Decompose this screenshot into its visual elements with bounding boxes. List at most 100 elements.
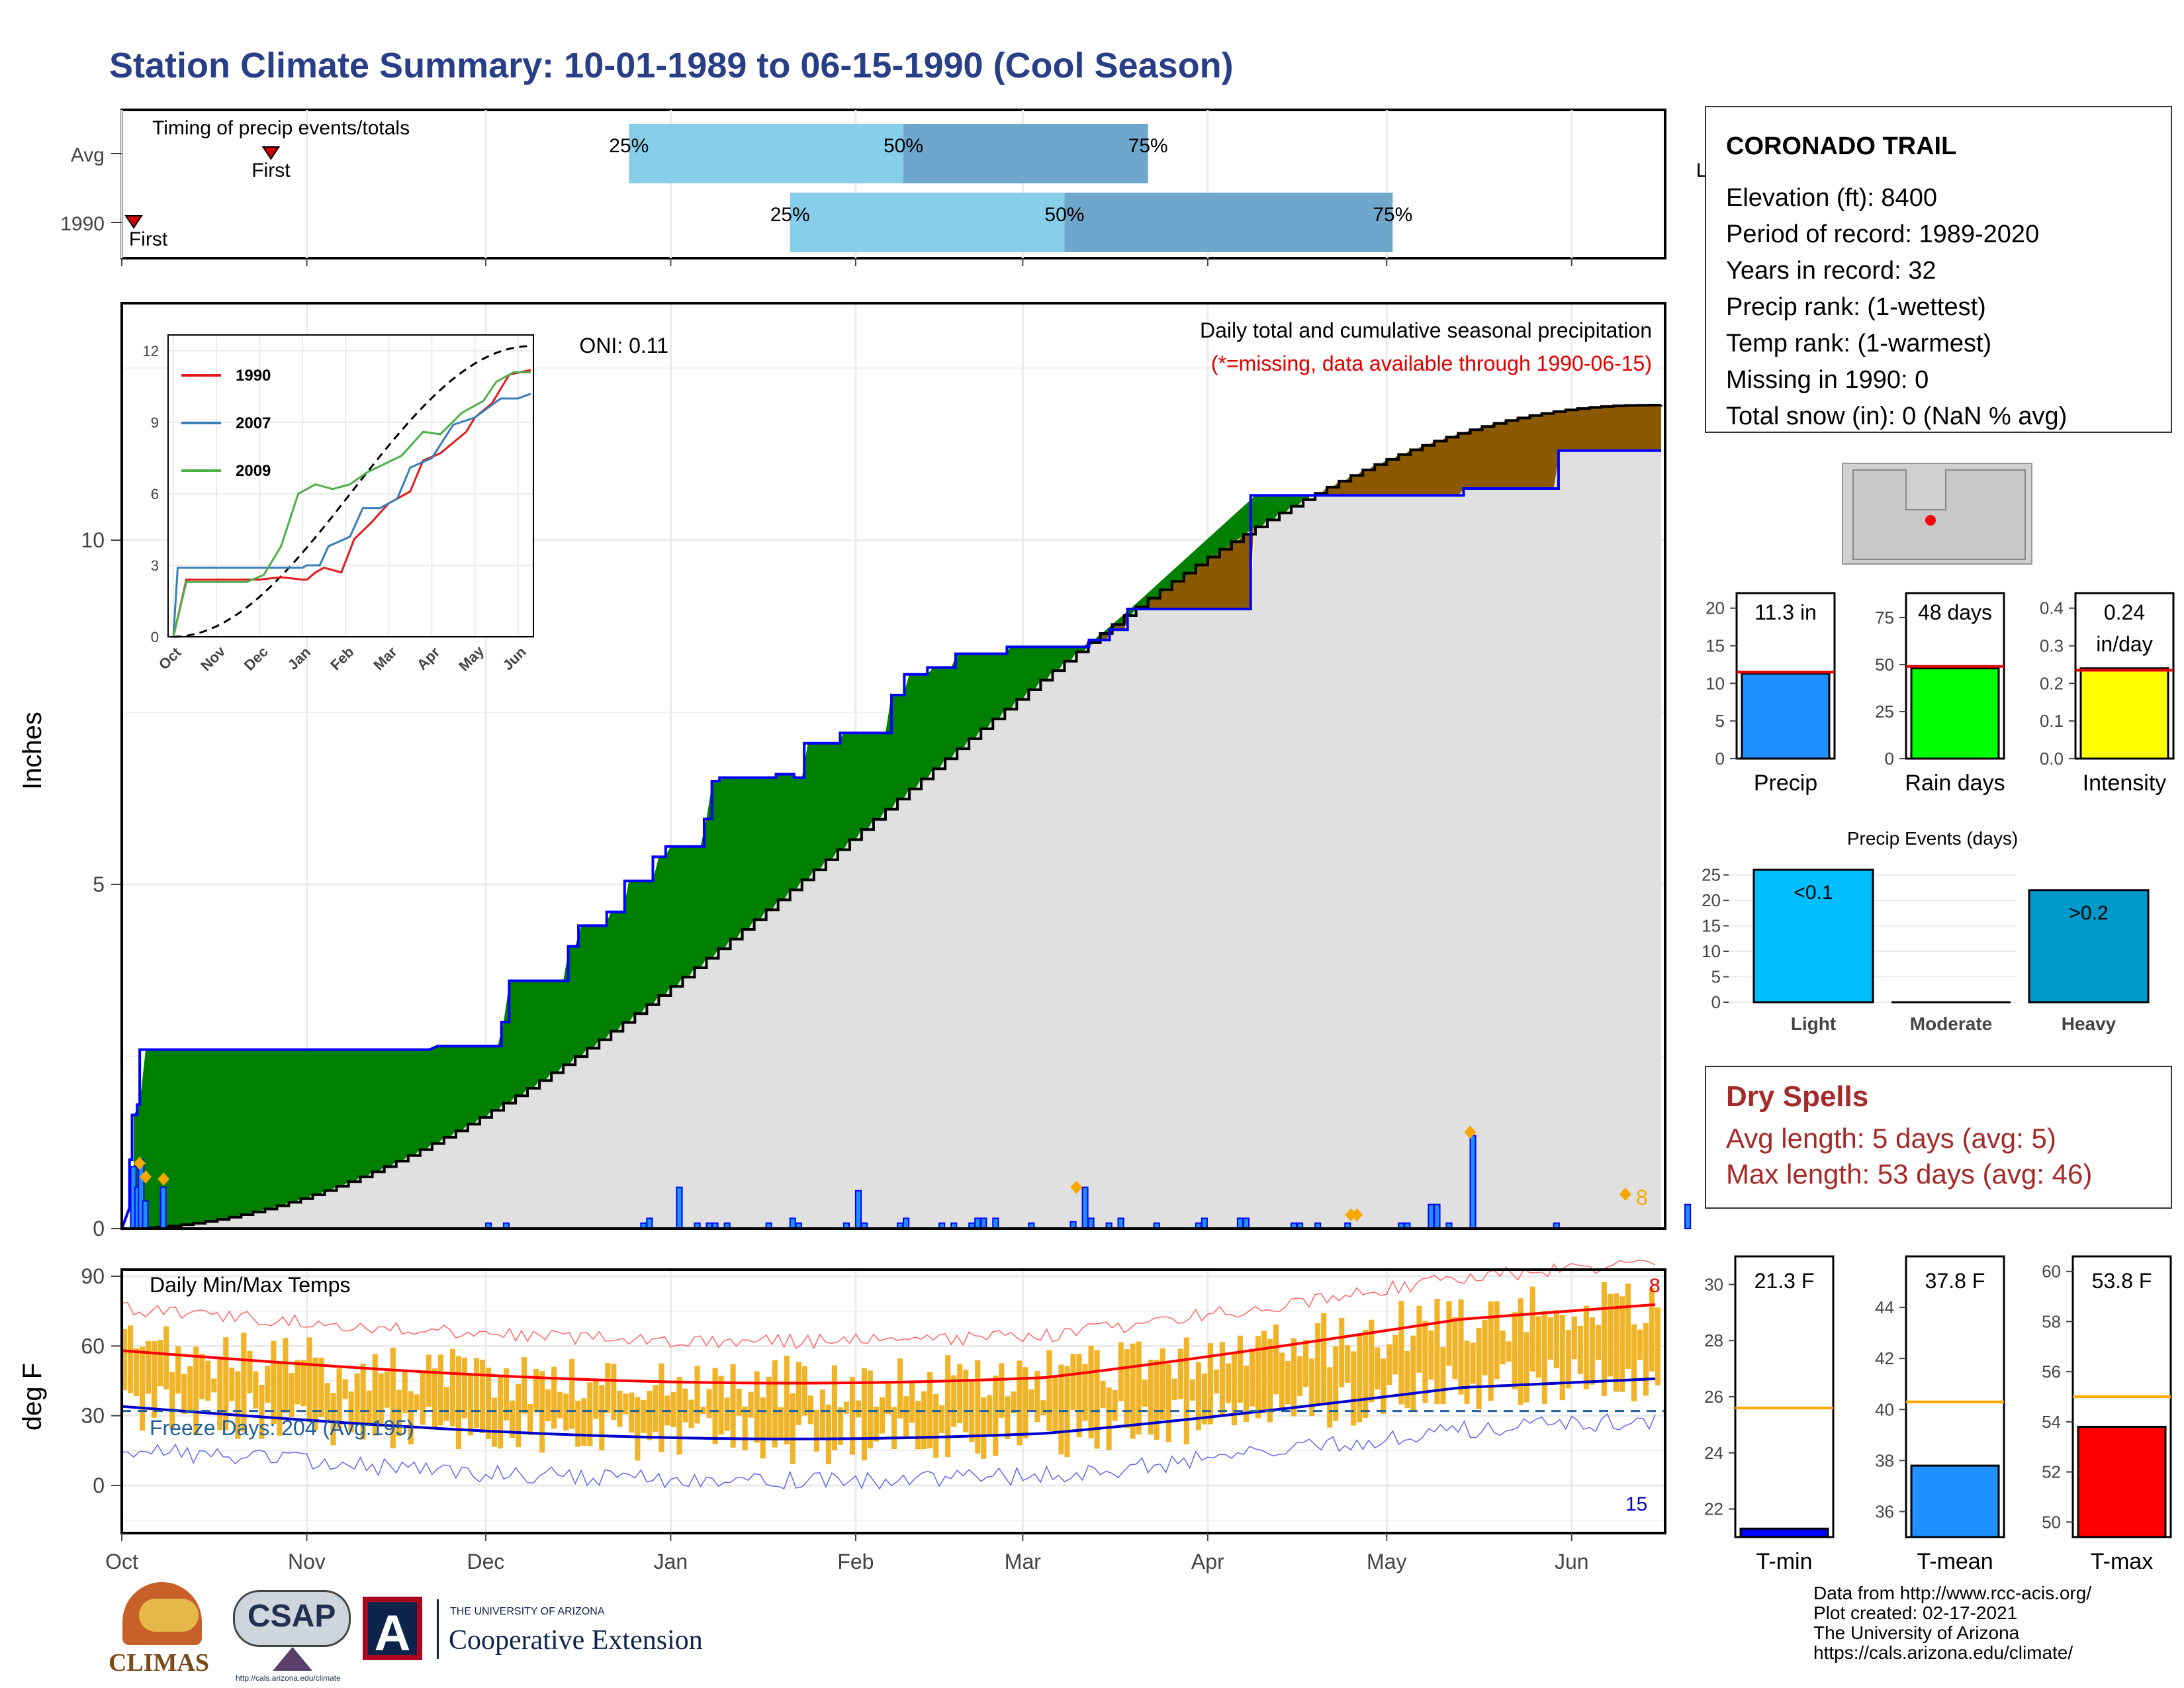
daily-temp-bar [891,1407,897,1450]
daily-temp-bar [921,1391,927,1450]
temp-bar-name-0: T-min [1756,1549,1813,1574]
temp-bar-frame-0 [1734,1255,1835,1538]
precip-note-missing: (*=missing, data available through 1990-… [1211,352,1652,375]
daily-temp-bar [211,1378,217,1393]
daily-precip-bar [854,1190,862,1230]
summary-y-tick-label: 5 [1715,711,1725,731]
daily-temp-bar [927,1372,933,1448]
daily-temp-bar [491,1397,498,1447]
daily-temp-bar [1309,1358,1315,1417]
daily-temp-bar [963,1370,969,1432]
daily-temp-bar [688,1399,694,1429]
daily-temp-bar [1470,1342,1476,1384]
daily-temp-bar [879,1397,886,1434]
daily-temp-bar [408,1391,414,1444]
temp-y-tick-label: 90 [81,1264,105,1288]
daily-temp-bar [641,1399,647,1433]
footer-credits: Data from http://www.rcc-acis.org/ Plot … [1813,1583,2091,1663]
daily-temp-bar [1082,1364,1088,1421]
daily-temp-bar [1189,1379,1195,1401]
summary-y-tick-label: 75 [1875,608,1894,628]
state-outline [1852,469,2026,560]
daily-temp-bar [1649,1288,1655,1372]
daily-temp-bar [551,1366,557,1429]
daily-temp-bar [1255,1336,1261,1419]
daily-temp-bar [1392,1335,1398,1375]
csap-mountain-icon [273,1647,312,1671]
daily-temp-bar [146,1341,152,1394]
daily-temp-bar [432,1368,437,1430]
daily-temp-bar [420,1372,426,1425]
missing-data-marker [1351,1208,1363,1222]
daily-temp-bar [378,1373,384,1424]
temp-summary-y-tick-label: 44 [1875,1297,1894,1317]
inset-legend-label: 2007 [236,414,271,432]
daily-temp-bar [915,1401,921,1450]
daily-temp-bar [253,1371,259,1409]
daily-temp-bar [772,1360,778,1448]
daily-temp-bar [1148,1359,1154,1435]
daily-temp-bar [271,1340,277,1425]
daily-temp-bar [1261,1331,1267,1413]
daily-precip-bar [974,1217,981,1230]
month-x-tick-label: Apr [1191,1550,1224,1573]
inset-series-line [172,371,531,637]
station-snow: Total snow (in): 0 (NaN % avg) [1726,402,2068,430]
daily-temp-bar [306,1337,312,1423]
events-y-tick-label: 15 [1702,916,1721,936]
daily-temp-bar [1464,1340,1470,1404]
inset-legend-label: 2009 [236,462,271,480]
daily-temp-bar [873,1406,880,1442]
timing-q75-label: 75% [1373,204,1412,226]
daily-temp-bar [1583,1305,1589,1389]
daily-temp-bar [437,1354,443,1426]
avg-min-temp-line [121,1377,1656,1440]
daily-temp-bar [975,1360,981,1454]
daily-temp-bar [1106,1387,1112,1450]
daily-temp-bar [1541,1311,1547,1404]
daily-temp-bar [134,1348,140,1396]
daily-temp-bar [1112,1389,1118,1421]
station-precip-rank: Precip rank: (1-wettest) [1726,293,1986,321]
csap-url: http://cals.arizona.edu/climate [236,1673,341,1683]
daily-precip-bar [142,1200,149,1230]
daily-precip-bar [646,1217,653,1230]
daily-temp-bar [1559,1315,1565,1401]
temp-summary-y-tick-label: 54 [2042,1412,2061,1432]
daily-temp-bar [813,1409,819,1452]
daily-temp-bar [1345,1345,1351,1383]
daily-temp-bar [1357,1335,1363,1423]
daily-temp-bar [467,1374,474,1436]
dry-spells-title: Dry Spells [1726,1080,1869,1113]
daily-temp-bar [682,1388,688,1423]
events-bar-label-2: >0.2 [2069,902,2108,924]
footer-url: https://cals.arizona.edu/climate/ [1813,1642,2073,1663]
daily-temp-bar [843,1401,849,1414]
daily-temp-bar [1070,1354,1076,1410]
station-missing: Missing in 1990: 0 [1726,366,1929,394]
daily-temp-bar [545,1389,551,1421]
summary-bar-name-2: Intensity [2083,771,2167,796]
first-event-marker [261,146,281,160]
daily-temp-bar [778,1407,784,1439]
daily-temp-bar [670,1391,676,1427]
daily-temp-bar [939,1405,945,1433]
daily-temp-bar [724,1397,730,1431]
summary-value-label-0: 11.3 in [1754,600,1817,624]
daily-temp-bar [1076,1354,1082,1438]
daily-precip-bar [1201,1217,1208,1230]
daily-temp-bar [831,1365,837,1450]
daily-temp-bar [497,1374,504,1449]
month-x-tick-label: May [1367,1550,1406,1573]
daily-temp-bar [1416,1305,1422,1373]
missing-data-marker [158,1172,170,1186]
events-y-tick-label: 25 [1702,865,1721,885]
observed-above-avg-area [134,495,1310,1229]
daily-temp-bar [1267,1338,1273,1423]
daily-temp-bar [1607,1293,1613,1377]
csap-logo: CSAP http://cals.arizona.edu/climate [233,1583,352,1683]
daily-temp-bar [1100,1380,1106,1408]
daily-temp-bar [295,1360,300,1405]
timing-q25-label: 25% [609,135,649,157]
daily-temp-bar [1130,1343,1136,1439]
